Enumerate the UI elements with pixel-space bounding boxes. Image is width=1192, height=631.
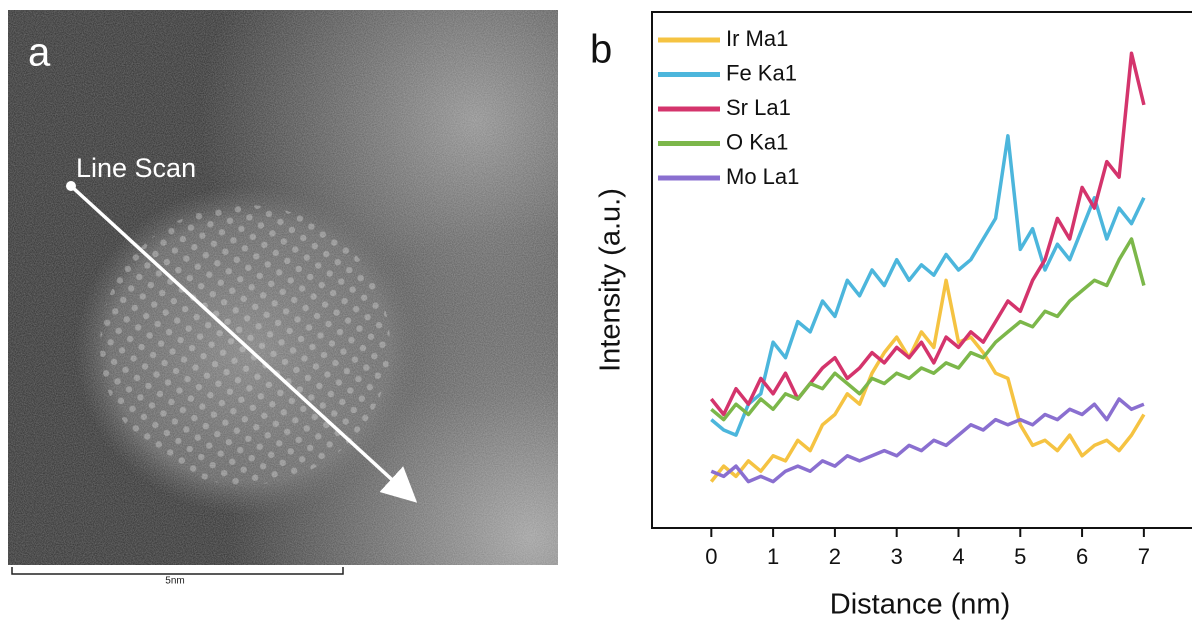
x-tick-label: 2 xyxy=(829,544,841,569)
scale-label: 5nm xyxy=(165,576,184,587)
x-tick-label: 6 xyxy=(1076,544,1088,569)
panel-label: a xyxy=(28,31,51,75)
legend-label: Sr La1 xyxy=(726,95,791,120)
legend-label: Mo La1 xyxy=(726,164,799,189)
plot-frame xyxy=(651,11,1192,529)
micrograph xyxy=(8,10,558,565)
x-tick-label: 0 xyxy=(705,544,717,569)
legend-label: O Ka1 xyxy=(726,129,788,154)
annotation: Line Scan xyxy=(76,153,196,183)
x-tick-label: 1 xyxy=(767,544,779,569)
scan-arrow xyxy=(69,184,418,503)
scale-bar xyxy=(11,567,344,575)
panel-label: b xyxy=(590,28,612,72)
x-tick-label: 5 xyxy=(1014,544,1026,569)
data-line xyxy=(710,237,1146,422)
data-line xyxy=(709,51,1146,417)
data-line xyxy=(710,397,1145,484)
legend-label: Ir Ma1 xyxy=(726,26,788,51)
x-tick-label: 3 xyxy=(891,544,903,569)
x-tick-label: 7 xyxy=(1138,544,1150,569)
x-axis-label: Distance (nm) xyxy=(830,589,1011,621)
legend-label: Fe Ka1 xyxy=(726,60,797,85)
x-tick-label: 4 xyxy=(952,544,964,569)
data-line xyxy=(709,278,1146,483)
data-line xyxy=(710,134,1146,437)
y-axis-label: Intensity (a.u.) xyxy=(595,188,627,372)
